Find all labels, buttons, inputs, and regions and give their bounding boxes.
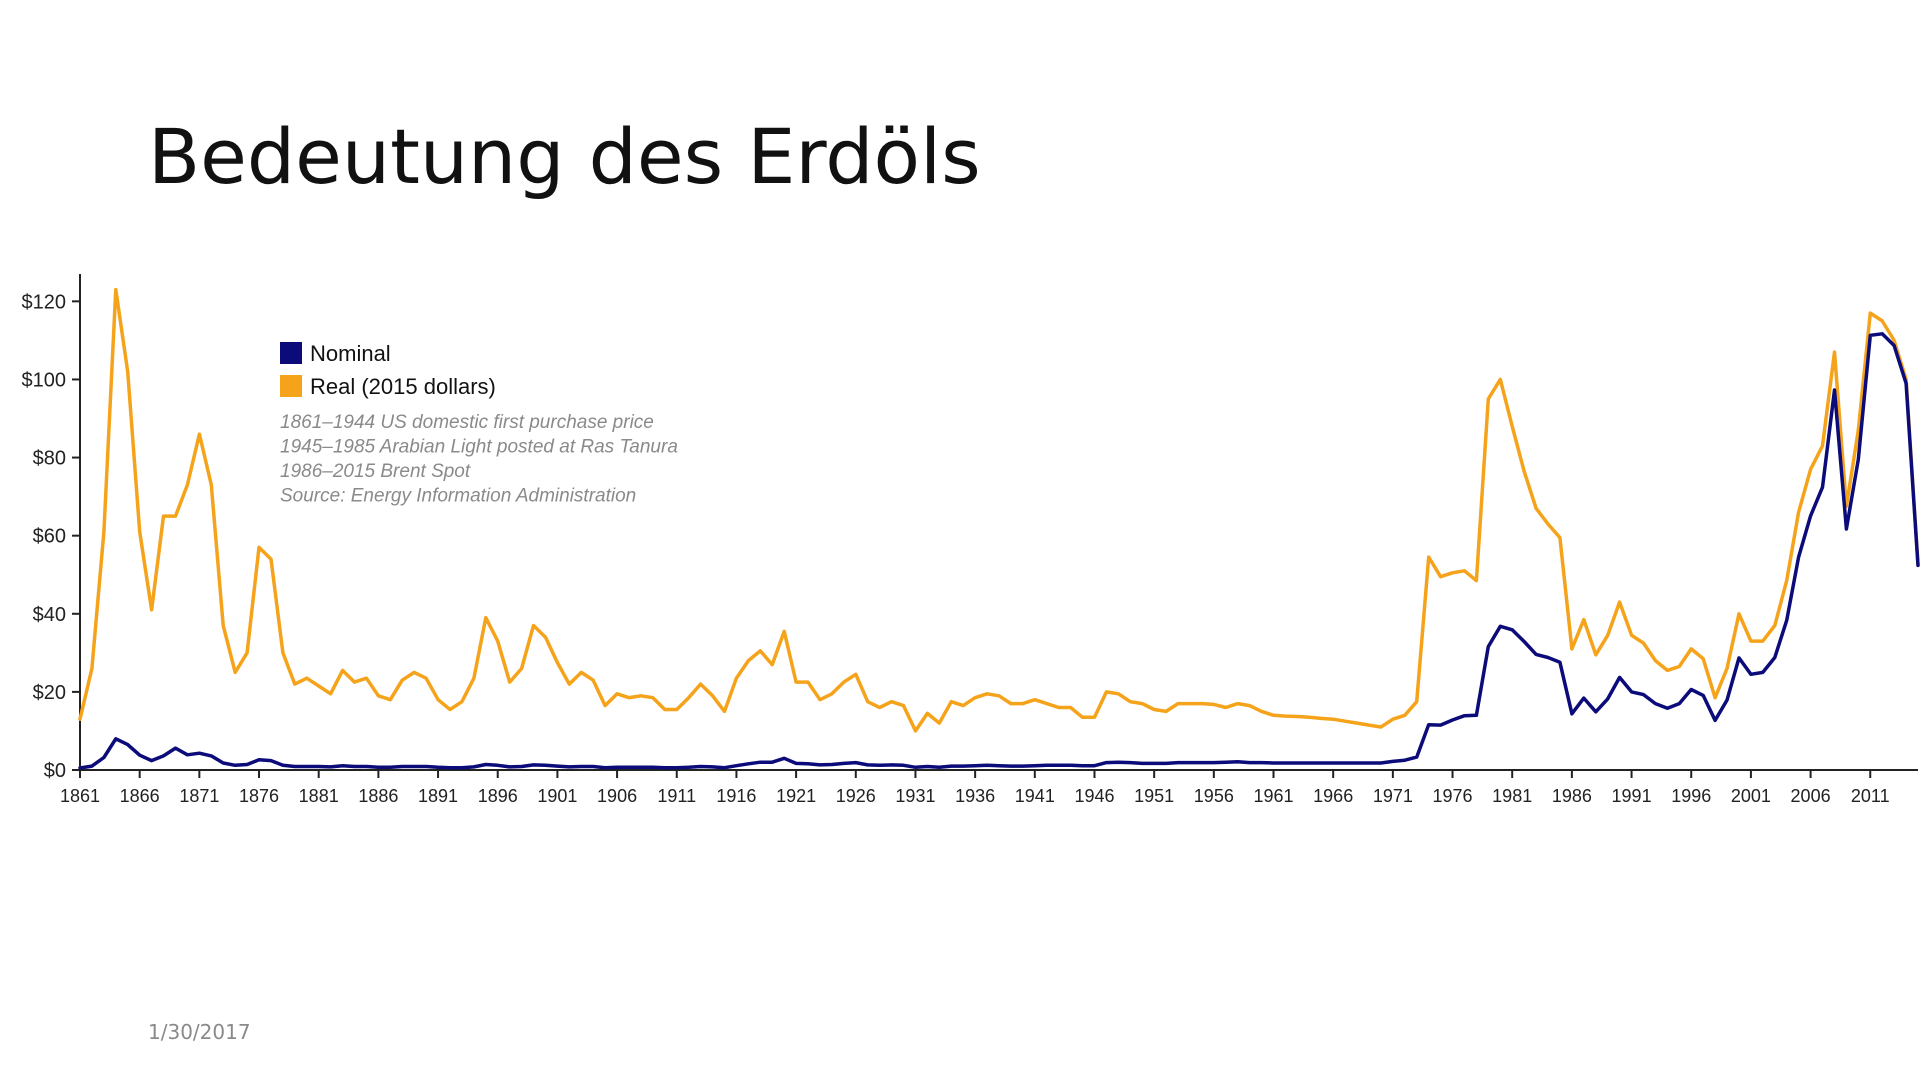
x-tick-label: 1876 [239, 786, 279, 806]
oil-price-chart: $0$20$40$60$80$100$120 1861 1866 1871 1876 1… [22, 274, 1920, 806]
y-tick-label: $60 [33, 526, 66, 548]
x-tick-label: 1971 [1373, 786, 1413, 806]
x-tick-label: 1991 [1612, 786, 1652, 806]
source-notes: 1861–1944 US domestic first purchase pri… [280, 412, 678, 507]
x-tick-label: 1891 [418, 786, 458, 806]
x-tick-label: 2011 [1851, 786, 1890, 806]
y-tick-label: $20 [33, 682, 66, 704]
source-note-line: Source: Energy Information Administratio… [280, 486, 636, 507]
x-tick-label: 2001 [1731, 786, 1771, 806]
y-tick-label: $40 [33, 604, 66, 626]
x-tick-label: 1881 [299, 786, 339, 806]
series-line-nominal [78, 332, 1920, 770]
x-tick-label: 1921 [776, 786, 816, 806]
source-note-line: 1986–2015 Brent Spot [280, 461, 471, 482]
x-tick-label: 1866 [120, 786, 160, 806]
x-tick-label: 1986 [1552, 786, 1592, 806]
x-tick-label: 1946 [1074, 786, 1114, 806]
x-tick-label: 1931 [895, 786, 935, 806]
y-tick-label: $0 [44, 760, 66, 782]
y-axis-ticks: $0 $20 $40 $60 $80 $100 $120 [22, 291, 80, 782]
y-tick-label: $100 [22, 369, 67, 391]
x-tick-label: 1926 [836, 786, 876, 806]
x-tick-label: 1956 [1194, 786, 1234, 806]
series-line-real [78, 287, 1920, 733]
slide-date: 1/30/2017 [148, 1020, 251, 1044]
legend-swatch [280, 342, 302, 364]
legend-swatch [280, 375, 302, 397]
x-tick-label: 1901 [537, 786, 577, 806]
series-layer [78, 287, 1920, 770]
x-tick-label: 1886 [358, 786, 398, 806]
x-tick-label: 1861 [60, 786, 100, 806]
x-tick-label: 1951 [1134, 786, 1174, 806]
legend-label: Nominal [310, 341, 391, 366]
x-tick-label: 1996 [1671, 786, 1711, 806]
x-tick-label: 1916 [716, 786, 756, 806]
x-tick-label: 1896 [478, 786, 518, 806]
x-tick-label: 1936 [955, 786, 995, 806]
x-tick-label: 1961 [1253, 786, 1293, 806]
x-tick-label: 1906 [597, 786, 637, 806]
source-note-line: 1945–1985 Arabian Light posted at Ras Ta… [280, 437, 678, 458]
x-tick-label: 1981 [1492, 786, 1532, 806]
x-tick-label: 1871 [179, 786, 219, 806]
x-axis-ticks: 1861 1866 1871 1876 1881 1886 1891 1896 1901 1906… [60, 770, 1890, 806]
source-note-line: 1861–1944 US domestic first purchase pri… [280, 412, 654, 433]
y-tick-label: $120 [22, 291, 67, 313]
y-tick-label: $80 [33, 448, 66, 470]
x-tick-label: 1976 [1433, 786, 1473, 806]
legend: Nominal Real (2015 dollars) [280, 341, 496, 399]
x-tick-label: 1911 [657, 786, 696, 806]
x-tick-label: 1941 [1015, 786, 1055, 806]
slide-title: Bedeutung des Erdöls [148, 112, 981, 201]
legend-label: Real (2015 dollars) [310, 374, 496, 399]
x-tick-label: 1966 [1313, 786, 1353, 806]
x-tick-label: 2006 [1791, 786, 1831, 806]
chart-axes [79, 274, 1918, 771]
